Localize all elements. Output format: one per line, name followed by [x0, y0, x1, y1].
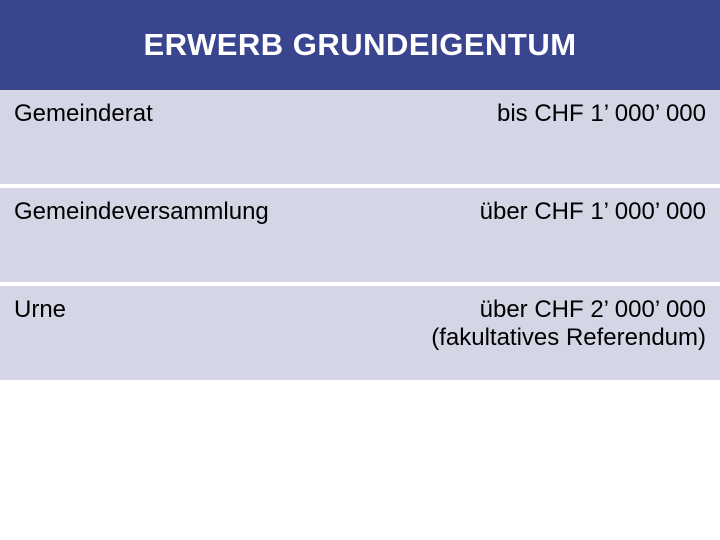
threshold-value: über CHF 1’ 000’ 000 [317, 188, 720, 282]
competence-table: Gemeinderat bis CHF 1’ 000’ 000 Gemeinde… [0, 90, 720, 380]
threshold-value: über CHF 2’ 000’ 000(fakultatives Refere… [317, 286, 720, 380]
threshold-value: bis CHF 1’ 000’ 000 [317, 90, 720, 184]
table-row: Urne über CHF 2’ 000’ 000(fakultatives R… [0, 286, 720, 380]
authority-label: Urne [0, 286, 317, 380]
table-row: Gemeindeversammlung über CHF 1’ 000’ 000 [0, 188, 720, 282]
authority-label: Gemeindeversammlung [0, 188, 317, 282]
table-row: Gemeinderat bis CHF 1’ 000’ 000 [0, 90, 720, 184]
authority-label: Gemeinderat [0, 90, 317, 184]
page-title: ERWERB GRUNDEIGENTUM [0, 0, 720, 90]
